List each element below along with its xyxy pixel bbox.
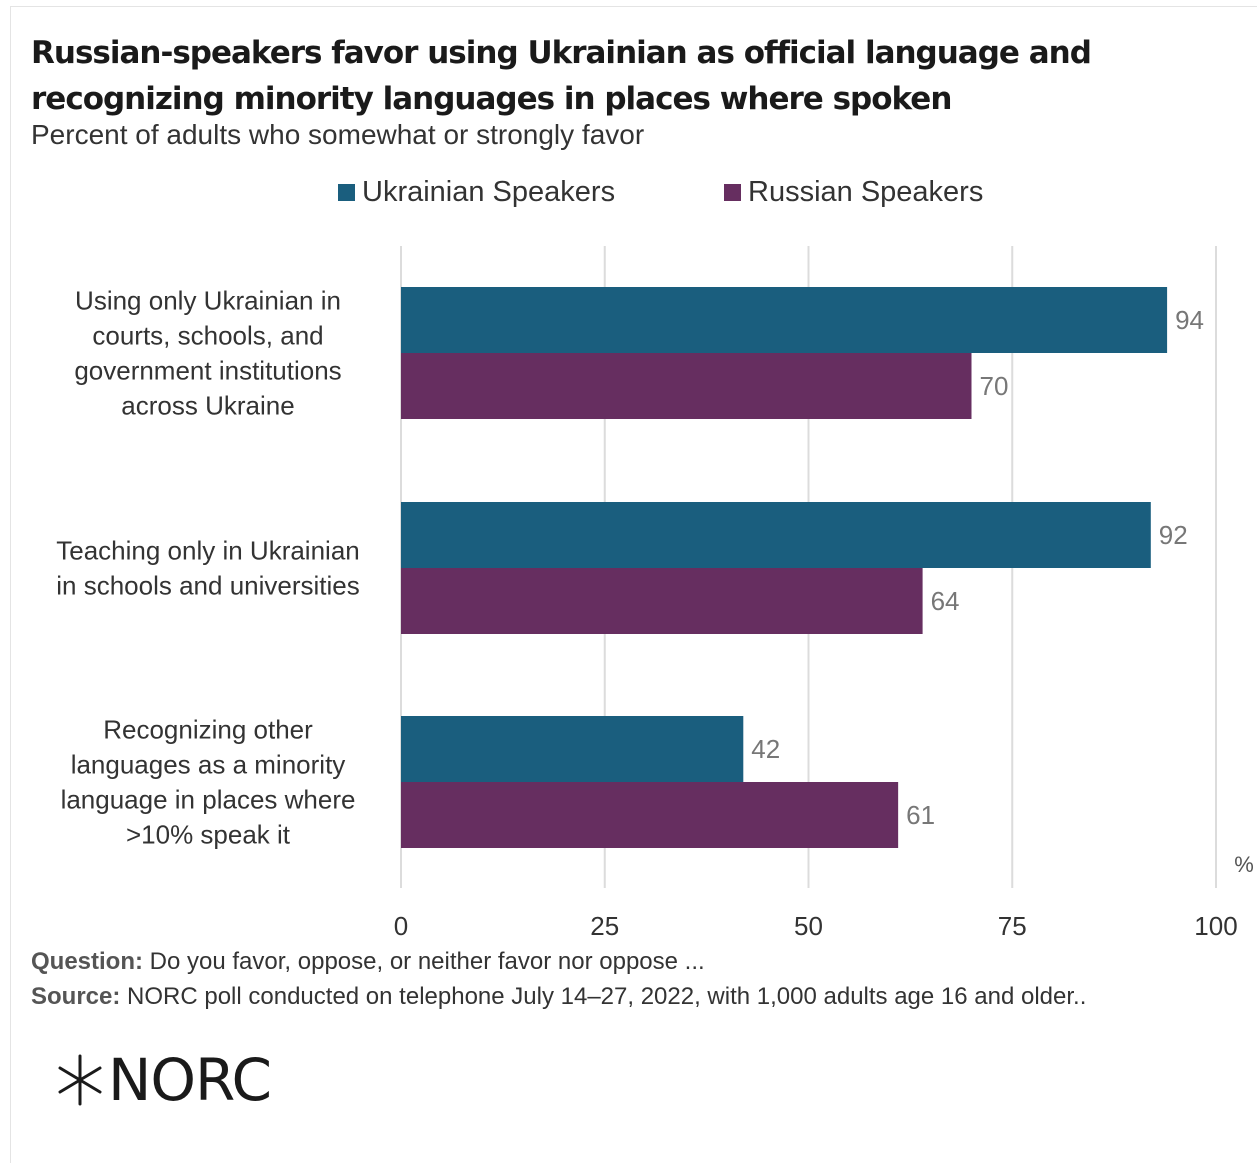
data-label: 92	[1159, 520, 1188, 550]
norc-logo: NORC	[52, 1040, 272, 1120]
source-note: Source: NORC poll conducted on telephone…	[31, 983, 1086, 1011]
bar-ukrainian	[401, 716, 744, 782]
source-label: Source:	[31, 983, 121, 1010]
x-tick-label: 100	[1194, 911, 1237, 941]
unit-label: %	[1234, 852, 1254, 877]
x-tick-label: 25	[590, 911, 619, 941]
data-label: 42	[751, 734, 780, 764]
chart-subtitle: Percent of adults who somewhat or strong…	[31, 119, 645, 150]
question-text: Do you favor, oppose, or neither favor n…	[143, 948, 705, 975]
data-label: 64	[931, 586, 960, 616]
legend: Ukrainian Speakers Russian Speakers	[0, 176, 1257, 216]
bar-ukrainian	[401, 502, 1151, 568]
legend-label-russian: Russian Speakers	[748, 176, 984, 208]
question-note: Question: Do you favor, oppose, or neith…	[31, 948, 705, 976]
question-label: Question:	[31, 948, 143, 975]
category-label: Teaching only in Ukrainian in schools and…	[56, 536, 360, 601]
source-text: NORC poll conducted on telephone July 14…	[120, 983, 1087, 1010]
bar-chart: 0 25 50 75 100% 94 70 Using only Ukrainian in co…	[56, 246, 1254, 941]
legend-label-ukrainian: Ukrainian Speakers	[362, 176, 616, 208]
x-tick-label: 50	[794, 911, 823, 941]
bar-russian	[401, 353, 972, 419]
bar-russian	[401, 568, 923, 634]
x-tick-label: 0	[394, 911, 408, 941]
legend-item-ukrainian: Ukrainian Speakers	[338, 176, 615, 209]
data-label: 70	[980, 371, 1009, 401]
chart-title: Russian-speakers favor using Ukrainian a…	[31, 35, 1092, 117]
legend-item-russian: Russian Speakers	[724, 176, 983, 209]
x-tick-label: 75	[998, 911, 1027, 941]
chart-frame	[10, 6, 1257, 1163]
bar-ukrainian	[401, 287, 1168, 353]
bar-russian	[401, 782, 899, 848]
category-label: Using only Ukrainian in courts, schools, …	[74, 286, 341, 421]
data-label: 61	[906, 800, 935, 830]
logo-text: NORC	[108, 1046, 272, 1114]
legend-swatch-russian	[724, 184, 741, 201]
category-label: Recognizing other languages as a minority…	[61, 715, 356, 850]
data-label: 94	[1175, 305, 1204, 335]
star-burst-icon	[58, 1054, 102, 1106]
legend-swatch-ukrainian	[338, 184, 355, 201]
